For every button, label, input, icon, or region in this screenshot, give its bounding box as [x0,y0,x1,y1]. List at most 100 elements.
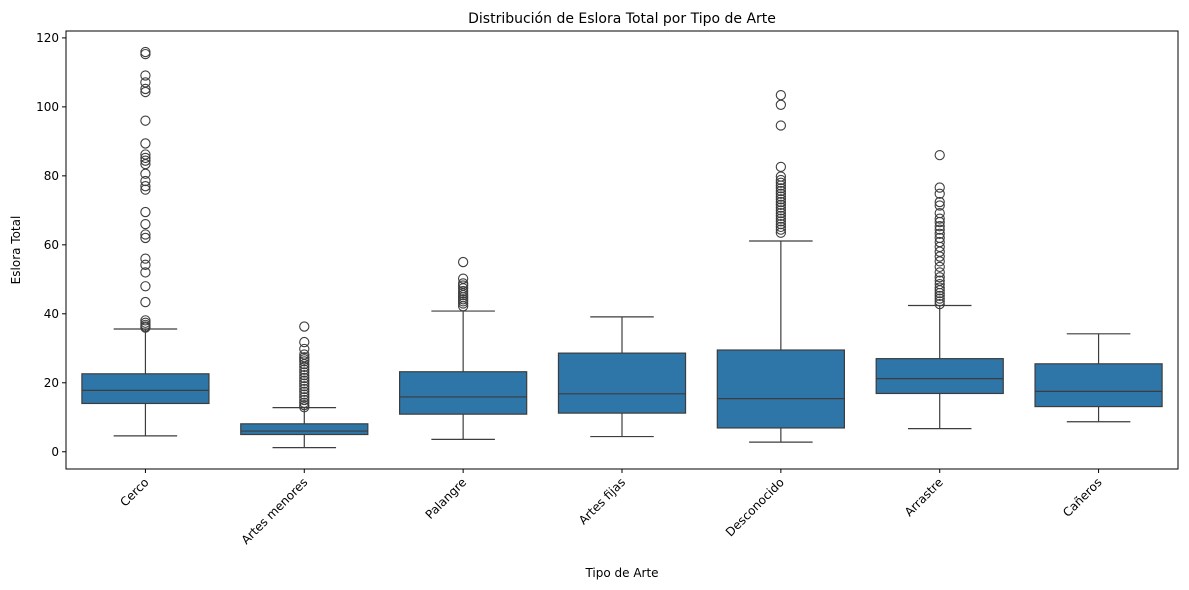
outlier-point [140,149,151,160]
outlier-point [934,298,945,310]
outlier-point [299,364,310,375]
outlier-point [299,321,310,332]
box-iqr [557,352,687,414]
outlier-point [934,224,945,235]
outlier-point [775,177,787,188]
outlier-point [140,115,151,126]
outlier-point [299,372,310,384]
outlier-point [775,227,787,238]
outlier-point [775,120,787,131]
outlier-point [299,397,310,408]
outlier-point [934,207,945,219]
outlier-point [299,400,310,411]
outlier-point [775,194,787,205]
outlier-point [140,317,151,328]
outlier-point [140,259,151,270]
outlier-point [775,216,787,227]
outlier-point [934,196,945,208]
outlier-point [934,236,945,248]
x-tick-label: Desconocido [723,475,787,539]
y-tick-label: 20 [44,376,59,390]
y-axis-title: Eslora Total [9,216,23,285]
outlier-point [140,253,151,264]
outlier-point [934,282,945,293]
outlier-point [299,389,310,400]
box-iqr [240,423,369,436]
outlier-point [299,381,310,392]
outlier-point [934,267,945,278]
outlier-point [140,155,151,166]
outlier-point [934,182,945,193]
outlier-point [299,375,310,386]
outlier-point [140,48,151,60]
outlier-point [140,281,151,292]
outlier-point [775,202,787,213]
outlier-point [299,392,310,403]
outlier-point [775,218,787,230]
outlier-point [140,168,151,179]
outlier-point [775,89,787,101]
outlier-point [934,213,945,224]
outlier-point [140,296,151,308]
outlier-point [299,383,310,395]
x-tick-label: Arrastre [902,475,946,519]
box-group [557,316,687,438]
outlier-point [775,221,787,233]
y-tick-label: 40 [44,307,59,321]
outlier-point [934,275,945,286]
outlier-point [140,77,151,88]
outlier-point [457,273,469,284]
outlier-point [934,150,945,161]
y-tick-label: 120 [36,31,59,45]
outlier-point [775,205,787,216]
y-tick-label: 60 [44,238,59,252]
outlier-point [775,196,787,208]
outlier-point [775,199,787,210]
x-tick-label: Cerco [117,475,151,509]
box-iqr [716,349,845,429]
x-tick-label: Palangre [423,475,470,522]
outlier-point [934,293,945,304]
outlier-point [775,174,787,186]
box-group [81,46,210,437]
outlier-point [140,232,151,244]
outlier-point [775,224,787,235]
box-iqr [81,373,210,405]
box-group [240,321,369,449]
outlier-point [775,213,787,224]
outlier-point [140,184,151,195]
x-axis: Cerco Artes menores Palangre Artes fijas Des… [117,469,1105,547]
outlier-point [299,378,310,389]
outlier-point [934,232,945,244]
outlier-point [140,138,151,149]
box-group [716,89,845,443]
outlier-point [140,267,151,278]
x-axis-title: Tipo de Arte [584,566,658,580]
box-iqr [875,358,1004,395]
outlier-point [775,207,787,219]
box-iqr [1034,363,1163,408]
outlier-point [140,70,151,81]
outlier-point [299,343,310,355]
outlier-point [140,181,151,192]
x-tick-label: Cañeros [1060,475,1105,520]
outlier-point [457,278,469,289]
chart-title: Distribución de Eslora Total por Tipo de… [468,11,776,27]
y-tick-label: 100 [36,100,59,114]
outlier-point [299,370,310,381]
outlier-point [934,290,945,302]
box-group [399,256,528,440]
outlier-point [775,99,787,110]
outlier-point [140,218,151,230]
outlier-point [457,285,469,297]
plot-area [81,46,1163,449]
outlier-point [457,256,469,268]
outlier-point [934,296,945,307]
y-tick-label: 80 [44,169,59,183]
outlier-point [934,261,945,273]
outlier-point [299,349,310,360]
outlier-point [775,183,787,194]
outlier-point [299,394,310,406]
outlier-point [775,161,787,173]
